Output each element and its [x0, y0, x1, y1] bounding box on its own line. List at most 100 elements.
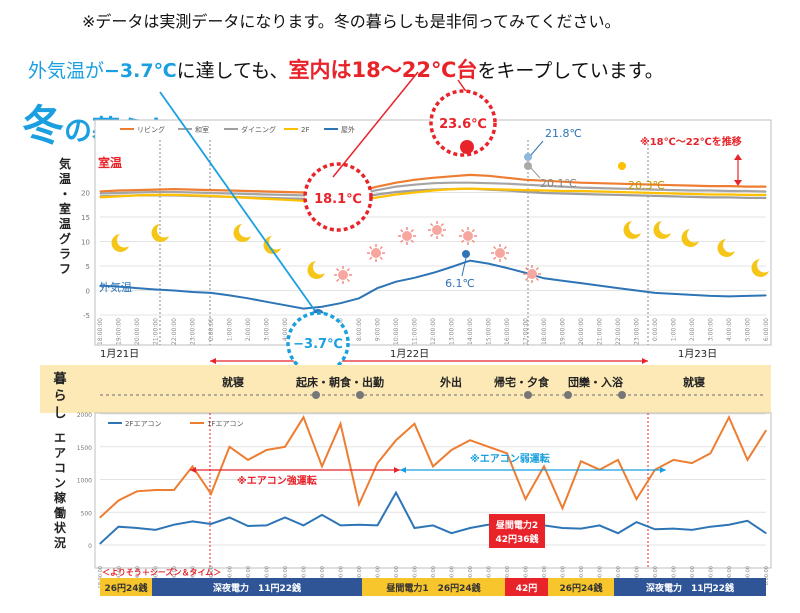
temp-xtick-label: 2:00:00	[689, 318, 696, 341]
ac-point	[617, 532, 619, 534]
temp-ylabel-char: 気	[59, 156, 71, 171]
ac-point	[635, 521, 638, 523]
ac-point	[746, 520, 749, 522]
peak-price-label: 昼間電力2	[496, 519, 538, 531]
callout-max-outdoor-value: 6.1℃	[445, 277, 475, 290]
temp-point	[617, 194, 619, 196]
sun-ray	[346, 278, 350, 282]
temp-point	[395, 281, 397, 283]
sun-ray	[461, 239, 465, 243]
temp-point	[524, 189, 527, 191]
date-day2: 1月22日	[390, 348, 429, 360]
temp-xtick-label: 3:00:00	[708, 318, 715, 341]
temp-point	[191, 188, 194, 191]
ac-point	[672, 459, 675, 461]
ac-point	[339, 423, 342, 425]
ac-point	[432, 465, 434, 467]
sun-ray	[493, 246, 497, 250]
temp-point	[210, 195, 212, 197]
temp-point	[450, 188, 453, 190]
date-day1: 1月21日	[100, 348, 139, 360]
temp-xtick-label: 22:00:00	[171, 318, 178, 345]
temp-point	[746, 186, 749, 188]
ac-point	[395, 439, 397, 441]
temp-point	[450, 182, 453, 184]
temp-point	[376, 193, 379, 196]
temp-point	[228, 192, 231, 195]
ac-point	[376, 462, 379, 464]
temp-point	[691, 189, 693, 192]
temp-point	[691, 294, 693, 296]
ac-point	[265, 524, 268, 526]
ac-point	[709, 526, 712, 528]
lifestyle-event-label: 就寝	[222, 375, 244, 389]
temp-ytick-label: 5	[86, 263, 90, 271]
ac-point	[117, 499, 120, 502]
tariff-segment	[505, 578, 548, 596]
ac-point	[617, 459, 619, 461]
ac-xtick-label: 6:00:00	[320, 566, 326, 585]
temp-point	[765, 197, 767, 199]
temp-xtick-label: 0:00:00	[652, 318, 659, 341]
ac-point	[210, 523, 212, 525]
ac-point	[321, 465, 323, 467]
temp-xtick-label: 0:00:00	[208, 318, 215, 341]
season-kanji: 冬	[22, 101, 65, 150]
ac-point	[265, 449, 268, 451]
ac-point	[469, 439, 471, 441]
temp-point	[154, 288, 157, 291]
tariff-segment-label: 昼間電力1 26円24銭	[386, 582, 480, 594]
temp-xtick-label: 4:00:00	[282, 318, 289, 341]
temp-point	[432, 182, 434, 184]
temp-point	[173, 188, 175, 190]
temp-xtick-label: 1:00:00	[227, 318, 234, 341]
temp-ylabel-char: フ	[59, 262, 71, 276]
temp-point	[543, 185, 545, 187]
temp-point	[654, 195, 656, 197]
ac-point	[154, 489, 157, 491]
point-max-room	[460, 140, 474, 154]
temp-point	[765, 190, 767, 193]
temp-point	[561, 181, 564, 183]
header-line2: 外気温が−3.7℃に達しても、室内は18〜22℃台をキープしています。	[28, 54, 664, 84]
temp-ylabel-char: グ	[59, 231, 71, 246]
callout-min-room	[303, 162, 373, 232]
callout-2f-value: 21.8℃	[545, 127, 582, 140]
sun-icon	[523, 265, 541, 283]
temp-point	[413, 179, 416, 181]
temp-point	[728, 196, 730, 198]
ac-point	[561, 527, 564, 529]
tariff-segment	[614, 578, 766, 596]
lifestyle-event-dot	[524, 391, 532, 399]
temp-point	[99, 190, 101, 193]
temp-point	[117, 195, 120, 198]
legend-label: 2F	[301, 126, 309, 134]
ac-xtick-label: 19:00:00	[561, 566, 567, 588]
tariff-segment-label: 深夜電力 11円22銭	[646, 582, 734, 594]
ac-point	[635, 498, 638, 500]
temp-point	[635, 289, 638, 292]
temp-point	[154, 194, 157, 196]
temp-point	[432, 177, 434, 179]
ac-point	[136, 527, 138, 529]
temp-point	[709, 189, 712, 192]
temp-xtick-label: 13:00:00	[449, 318, 456, 345]
temp-xtick-label: 2:00:00	[245, 318, 252, 341]
temp-point	[284, 197, 286, 199]
ac-xtick-label: 16:00:00	[505, 566, 511, 588]
ac-point	[709, 452, 712, 454]
temp-point	[99, 192, 101, 195]
temp-point	[265, 193, 268, 196]
temp-point	[210, 189, 212, 191]
temp-xtick-label: 8:00:00	[356, 318, 363, 341]
temp-point	[617, 187, 619, 190]
callout-min-room-value: 18.1℃	[314, 192, 362, 207]
legend-label: 和室	[195, 125, 209, 134]
ac-xtick-label: 17:00:00	[524, 566, 530, 588]
temp-xtick-label: 11:00:00	[412, 318, 419, 345]
ac-point	[247, 459, 249, 461]
ac-point	[228, 516, 231, 519]
point-2f-yellow	[618, 162, 626, 170]
temp-point	[117, 189, 120, 192]
ac-xtick-label: 14:00:00	[468, 566, 474, 588]
